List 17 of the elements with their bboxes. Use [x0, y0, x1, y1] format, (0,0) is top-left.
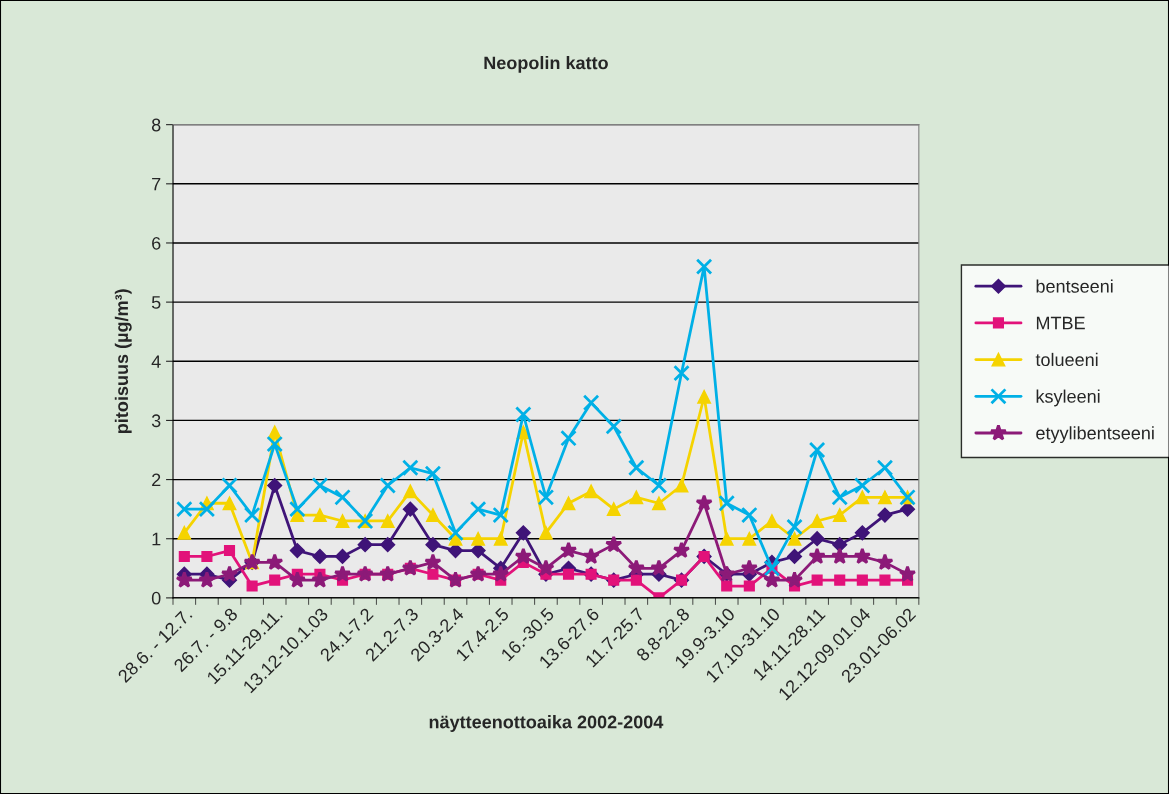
legend-label: ksyleeni [1036, 389, 1100, 407]
y-tick-label: 1 [152, 532, 161, 546]
y-tick-label: 2 [152, 473, 161, 487]
y-tick-label: 5 [151, 296, 161, 309]
x-axis-title: näytteenottoaika 2002-2004 [429, 715, 664, 732]
legend-label: bentseeni [1036, 279, 1113, 293]
legend-label: MTBE [1036, 316, 1085, 330]
y-tick-label: 7 [152, 177, 161, 191]
y-tick-label: 0 [151, 591, 161, 605]
y-tick-label: 4 [151, 355, 161, 368]
y-tick-label: 3 [151, 414, 161, 428]
chart-title: Neopolin katto [484, 56, 608, 73]
y-axis-title: pitoisuus (µg/m³) [114, 289, 132, 433]
legend-label: etyylibentseeni [1036, 426, 1154, 444]
y-tick-label: 8 [151, 118, 161, 132]
y-tick-label: 6 [152, 236, 161, 250]
legend-label: tolueeni [1035, 352, 1098, 367]
